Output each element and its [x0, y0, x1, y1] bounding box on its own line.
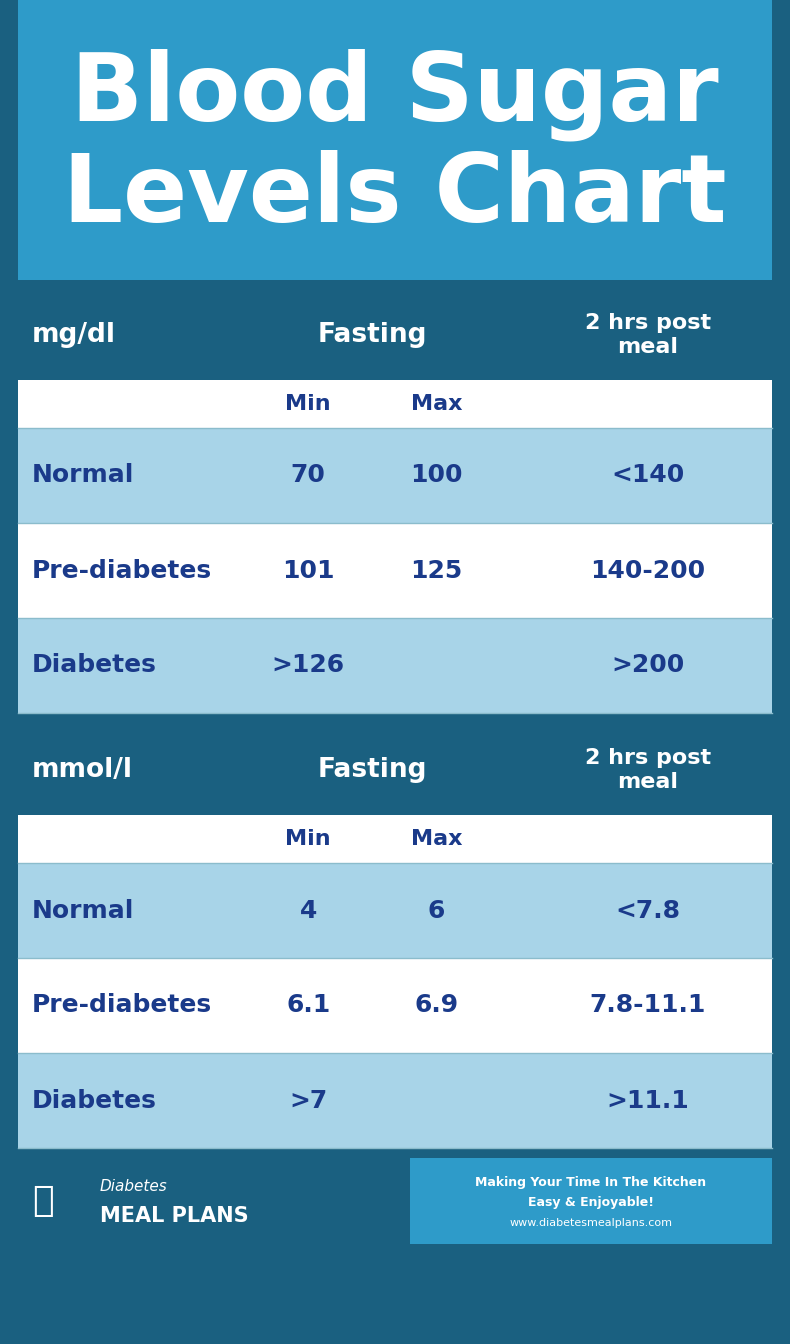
Bar [18, 724, 772, 814]
Bar [18, 958, 772, 1052]
Text: Fasting: Fasting [318, 323, 427, 348]
Text: 125: 125 [410, 559, 463, 582]
Text: >200: >200 [611, 653, 684, 677]
Text: 4: 4 [299, 899, 317, 922]
Text: 2 hrs post
meal: 2 hrs post meal [585, 313, 711, 358]
Text: <7.8: <7.8 [615, 899, 680, 922]
Text: 6.1: 6.1 [286, 993, 330, 1017]
Text: >7: >7 [289, 1089, 327, 1113]
Text: Levels Chart: Levels Chart [63, 151, 727, 242]
Text: Fasting: Fasting [318, 757, 427, 784]
Text: Blood Sugar: Blood Sugar [71, 48, 719, 141]
Text: <140: <140 [611, 464, 684, 488]
Text: 🍽: 🍽 [32, 1184, 54, 1218]
Text: >11.1: >11.1 [606, 1089, 689, 1113]
Text: www.diabetesmealplans.com: www.diabetesmealplans.com [510, 1219, 672, 1228]
Text: Diabetes: Diabetes [100, 1179, 167, 1193]
Text: Pre-diabetes: Pre-diabetes [32, 993, 213, 1017]
Text: Max: Max [411, 829, 462, 849]
Text: 7.8-11.1: 7.8-11.1 [589, 993, 705, 1017]
Bar [0, 1245, 790, 1344]
Bar [18, 1052, 772, 1148]
Text: 70: 70 [291, 464, 325, 488]
Bar [18, 380, 772, 427]
Text: Normal: Normal [32, 464, 134, 488]
Bar [18, 427, 772, 523]
Text: 2 hrs post
meal: 2 hrs post meal [585, 747, 711, 793]
Bar [18, 863, 772, 958]
Text: 6.9: 6.9 [415, 993, 458, 1017]
Text: Diabetes: Diabetes [32, 1089, 157, 1113]
Text: Min: Min [285, 829, 331, 849]
Bar [18, 523, 772, 618]
Bar [18, 618, 772, 714]
Text: Max: Max [411, 394, 462, 414]
Text: MEAL PLANS: MEAL PLANS [100, 1206, 249, 1226]
Bar [18, 1159, 410, 1245]
Bar [410, 1159, 772, 1245]
Text: Diabetes: Diabetes [32, 653, 157, 677]
Text: Easy & Enjoyable!: Easy & Enjoyable! [528, 1196, 654, 1210]
Bar [18, 290, 772, 380]
Text: 101: 101 [282, 559, 334, 582]
Text: mmol/l: mmol/l [32, 757, 133, 784]
Text: Making Your Time In The Kitchen: Making Your Time In The Kitchen [476, 1176, 706, 1188]
Text: 100: 100 [410, 464, 463, 488]
Bar [18, 814, 772, 863]
Text: Normal: Normal [32, 899, 134, 922]
Text: >126: >126 [272, 653, 345, 677]
Text: 140-200: 140-200 [590, 559, 705, 582]
Bar [18, 0, 772, 280]
Text: Pre-diabetes: Pre-diabetes [32, 559, 213, 582]
Text: 6: 6 [427, 899, 445, 922]
Text: mg/dl: mg/dl [32, 323, 116, 348]
Text: Min: Min [285, 394, 331, 414]
